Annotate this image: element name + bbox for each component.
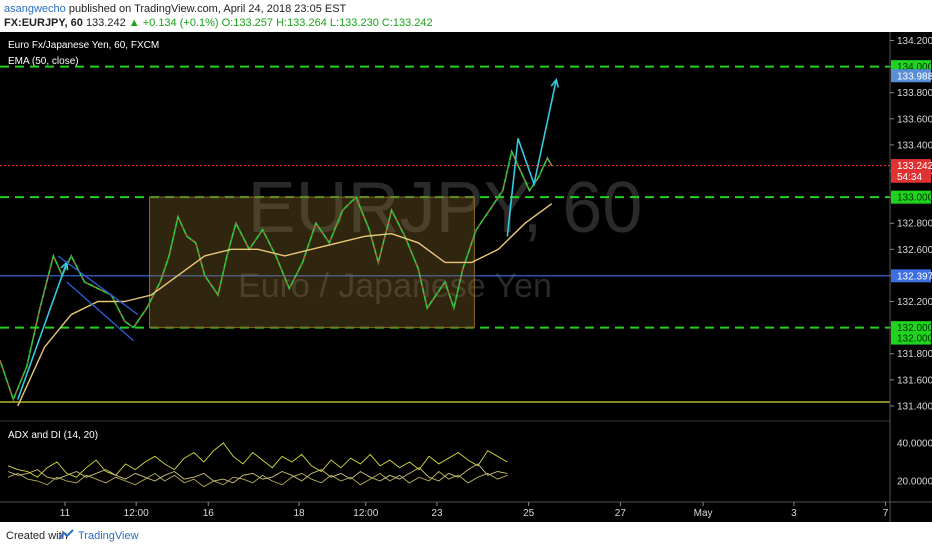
- price-badge: [891, 69, 931, 83]
- price-badge-label: 132.000: [897, 323, 932, 334]
- price-badge: [891, 159, 931, 173]
- indicator-tick-label: 20.0000: [897, 477, 932, 488]
- main-pane[interactable]: EURJPY, 60 Euro / Japanese Yen Euro Fx/J…: [0, 40, 890, 407]
- publish-line: asangwecho published on TradingView.com,…: [4, 3, 346, 15]
- ema-series: [17, 203, 553, 407]
- price-badge: [891, 321, 931, 335]
- chart-background: [0, 32, 932, 522]
- channel-lower-line: [66, 281, 134, 342]
- tradingview-link[interactable]: TradingView: [78, 530, 139, 542]
- time-tick-label: 7: [883, 508, 889, 519]
- price-line-down: [0, 150, 553, 401]
- price-badge-label: 133.988: [897, 71, 932, 82]
- price-change: +0.134 (+0.1%): [142, 17, 219, 29]
- price-tick-label: 133.400: [897, 140, 932, 151]
- ema-line: [17, 203, 553, 407]
- channel-upper-line: [57, 255, 139, 316]
- time-tick-label: 12:00: [353, 508, 378, 519]
- drawings: [17, 77, 559, 400]
- tradingview-logo-icon: [58, 529, 74, 540]
- time-tick-label: 12:00: [124, 508, 149, 519]
- time-tick-label: 18: [293, 508, 305, 519]
- close-value: C:133.242: [381, 17, 433, 29]
- indicator-line-0: [7, 442, 508, 478]
- price-tick-label: 133.800: [897, 88, 932, 99]
- price-tick-label: 132.600: [897, 245, 932, 256]
- price-tick-label: 131.400: [897, 401, 932, 412]
- price-badge-label: 133.242: [897, 161, 932, 172]
- price-badge-label: 134.000: [897, 62, 932, 73]
- low-value: L:133.230: [329, 17, 379, 29]
- horizontal-levels: [0, 65, 890, 403]
- created-with-label: Created with: [6, 530, 68, 542]
- price-tick-label: 131.600: [897, 375, 932, 386]
- price-badge-label: 54:34: [897, 172, 922, 183]
- arrow-head-1: [550, 77, 559, 88]
- publish-info: published on TradingView.com, April 24, …: [68, 3, 347, 15]
- chart-header: asangwecho published on TradingView.com,…: [0, 0, 932, 32]
- indicator-pane[interactable]: ADX and DI (14, 20): [7, 430, 508, 488]
- indicator-line-2: [7, 463, 508, 484]
- symbol-label: FX:EURJPY, 60: [4, 17, 83, 29]
- price-tick-label: 132.800: [897, 219, 932, 230]
- price-badge: [891, 269, 931, 283]
- arrow-line-0: [17, 262, 68, 400]
- price-tick-label: 131.800: [897, 349, 932, 360]
- up-arrow-icon: ▲: [128, 17, 140, 29]
- price-badge-label: 133.000: [897, 193, 932, 204]
- range-box: [149, 196, 475, 329]
- price-tick-label: 133.600: [897, 114, 932, 125]
- time-axis[interactable]: 11 12:00 16 18 12:00 23 25 27 May 3 7: [60, 502, 889, 519]
- ema-legend: EMA (50, close): [8, 56, 79, 67]
- price-badge: [891, 190, 931, 204]
- indicator-axis[interactable]: 40.0000 20.0000: [897, 439, 932, 488]
- high-value: H:133.264: [276, 17, 327, 29]
- price-badge: [891, 331, 931, 345]
- time-tick-label: 23: [431, 508, 443, 519]
- arrow-line-1: [506, 79, 558, 237]
- indicator-line-1: [7, 470, 508, 488]
- watermark-symbol: EURJPY, 60: [248, 168, 643, 248]
- price-series: [0, 149, 553, 402]
- ohlc-line: FX:EURJPY, 60 133.242 ▲ +0.134 (+0.1%) O…: [4, 17, 433, 29]
- time-tick-label: 3: [791, 508, 797, 519]
- time-tick-label: 16: [203, 508, 215, 519]
- open-value: O:133.257: [221, 17, 273, 29]
- price-chart[interactable]: EURJPY, 60 Euro / Japanese Yen Euro Fx/J…: [0, 32, 932, 522]
- last-price: 133.242: [85, 17, 126, 29]
- price-badge: [891, 169, 931, 183]
- time-tick-label: May: [694, 508, 713, 519]
- footer: Created with TradingView: [0, 522, 932, 550]
- range-box-rect: [149, 196, 475, 329]
- indicator-legend: ADX and DI (14, 20): [8, 430, 98, 441]
- price-badge-label: 132.397: [897, 271, 932, 282]
- price-tick-label: 134.200: [897, 36, 932, 47]
- price-badge-label: 132.000: [897, 334, 932, 345]
- price-tick-label: 132.200: [897, 297, 932, 308]
- time-tick-label: 11: [60, 508, 71, 519]
- indicator-tick-label: 40.0000: [897, 439, 932, 450]
- time-tick-label: 25: [523, 508, 535, 519]
- author-link[interactable]: asangwecho: [4, 3, 66, 15]
- price-axis[interactable]: 134.200 134.000 133.800 133.600 133.400 133.2…: [890, 36, 932, 412]
- instrument-legend: Euro Fx/Japanese Yen, 60, FXCM: [8, 40, 159, 51]
- time-tick-label: 27: [615, 508, 627, 519]
